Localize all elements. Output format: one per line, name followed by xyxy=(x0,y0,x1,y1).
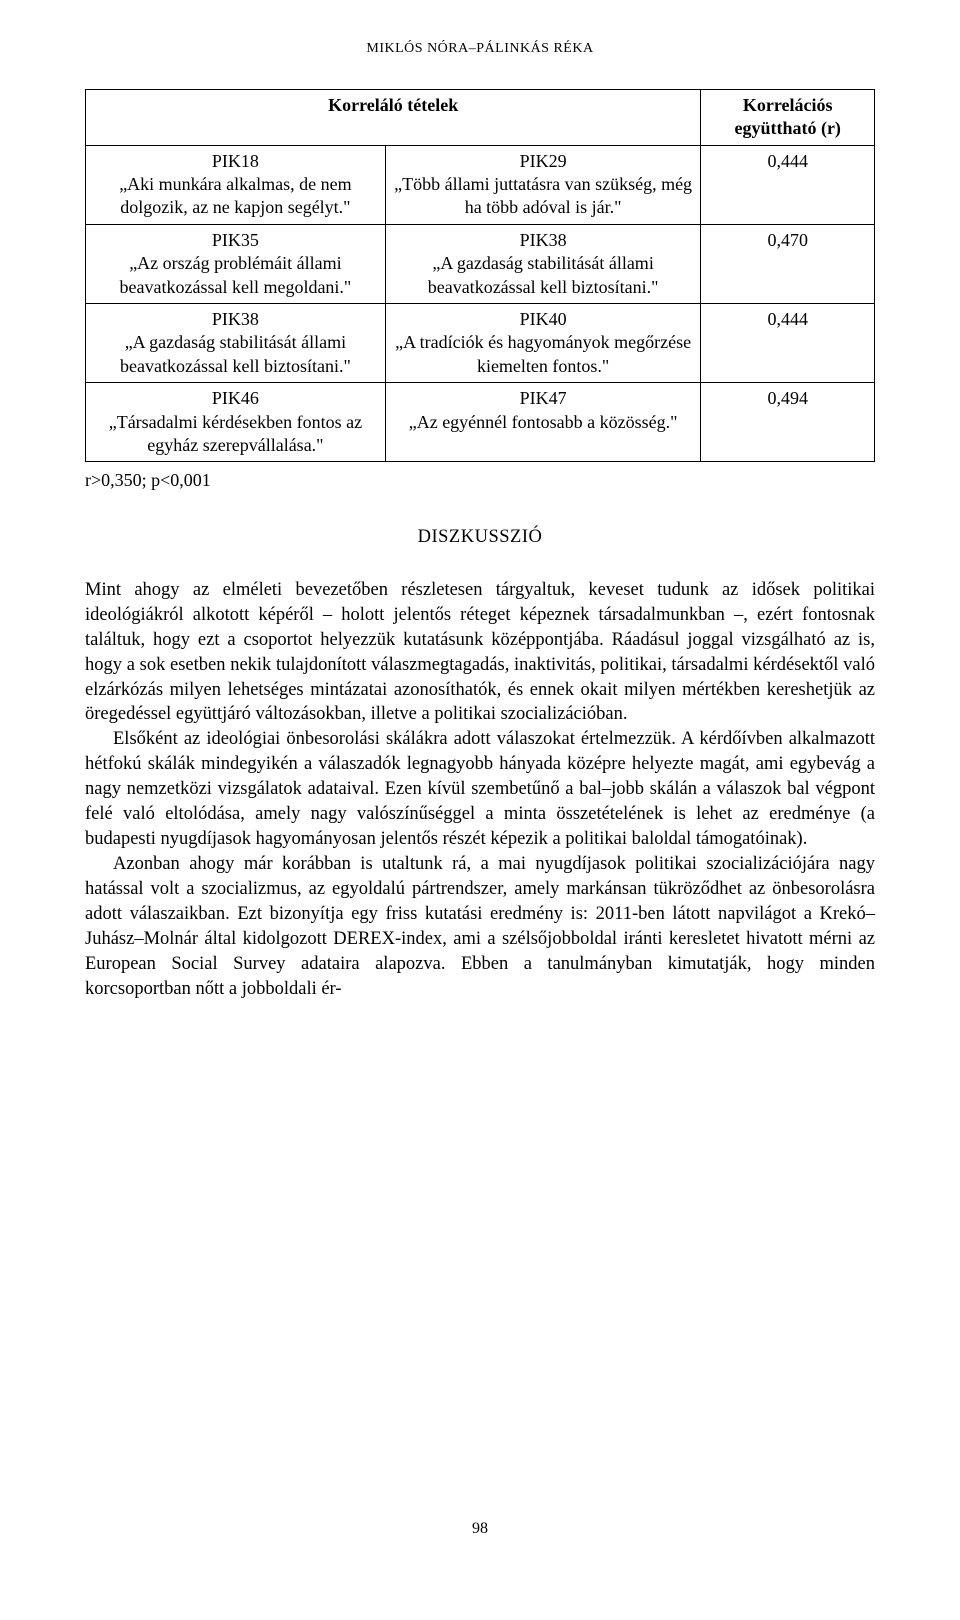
page-number: 98 xyxy=(85,1518,875,1540)
cell-right-code: PIK47 xyxy=(394,387,693,410)
cell-right-desc: „Az egyénnél fontosabb a közösség." xyxy=(394,411,693,434)
paragraph: Elsőként az ideológiai önbesorolási skál… xyxy=(85,727,875,852)
cell-right-code: PIK40 xyxy=(394,308,693,331)
table-row: PIK18 „Aki munkára alkalmas, de nem dolg… xyxy=(86,145,875,224)
cell-left-desc: „Az ország problémáit állami beavatkozás… xyxy=(94,252,377,299)
cell-corr: 0,444 xyxy=(701,145,875,224)
paragraph: Azonban ahogy már korábban is utaltunk r… xyxy=(85,852,875,1002)
page-header-authors: MIKLÓS NÓRA–PÁLINKÁS RÉKA xyxy=(85,40,875,59)
col-header-pair: Korreláló tételek xyxy=(86,89,701,145)
section-heading: DISZKUSSZIÓ xyxy=(85,525,875,550)
cell-right-desc: „A tradíciók és hagyományok megőrzése ki… xyxy=(394,331,693,378)
cell-right-desc: „Több állami juttatásra van szükség, még… xyxy=(394,173,693,220)
cell-left-desc: „Társadalmi kérdésekben fontos az egyház… xyxy=(94,411,377,458)
table-row: PIK35 „Az ország problémáit állami beava… xyxy=(86,224,875,303)
cell-corr: 0,470 xyxy=(701,224,875,303)
cell-corr: 0,444 xyxy=(701,304,875,383)
cell-left-code: PIK18 xyxy=(94,150,377,173)
cell-left-code: PIK46 xyxy=(94,387,377,410)
table-row: PIK46 „Társadalmi kérdésekben fontos az … xyxy=(86,383,875,462)
col-header-corr: Korrelációs együttható (r) xyxy=(701,89,875,145)
cell-right-code: PIK38 xyxy=(394,229,693,252)
table-row: PIK38 „A gazdaság stabilitását állami be… xyxy=(86,304,875,383)
cell-left-desc: „A gazdaság stabilitását állami beavatko… xyxy=(94,331,377,378)
cell-left-code: PIK38 xyxy=(94,308,377,331)
cell-left-code: PIK35 xyxy=(94,229,377,252)
cell-corr: 0,494 xyxy=(701,383,875,462)
cell-right-desc: „A gazdaság stabilitását állami beavatko… xyxy=(394,252,693,299)
cell-left-desc: „Aki munkára alkalmas, de nem dolgozik, … xyxy=(94,173,377,220)
cell-right-code: PIK29 xyxy=(394,150,693,173)
paragraph: Mint ahogy az elméleti bevezetőben részl… xyxy=(85,578,875,728)
table-note: r>0,350; p<0,001 xyxy=(85,468,875,492)
correlation-table: Korreláló tételek Korrelációs együttható… xyxy=(85,89,875,462)
body-text: Mint ahogy az elméleti bevezetőben részl… xyxy=(85,578,875,1002)
